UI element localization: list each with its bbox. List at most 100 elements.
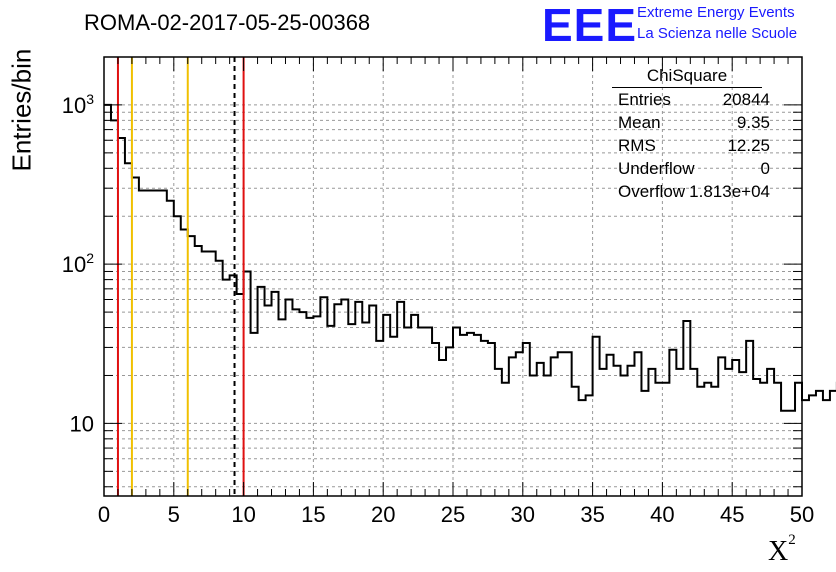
histogram-bin bbox=[502, 383, 509, 496]
histogram-bin bbox=[146, 191, 153, 496]
histogram-bin bbox=[404, 328, 411, 496]
histogram-bin bbox=[718, 357, 725, 496]
histogram-bin bbox=[551, 357, 558, 496]
histogram-bin bbox=[760, 383, 767, 496]
histogram-bin bbox=[565, 352, 572, 496]
histogram-bin bbox=[397, 302, 404, 496]
histogram-bin bbox=[223, 280, 230, 496]
x-tick-label: 0 bbox=[98, 502, 110, 527]
histogram-bin bbox=[634, 352, 641, 496]
stats-value: 12.25 bbox=[727, 136, 770, 155]
histogram-bin bbox=[432, 343, 439, 496]
y-tick-label: 103 bbox=[62, 91, 94, 118]
histogram-bin bbox=[676, 369, 683, 496]
histogram-bin bbox=[348, 324, 355, 496]
histogram-bin bbox=[383, 315, 390, 496]
histogram-bin bbox=[292, 309, 299, 496]
axis-ticks bbox=[103, 57, 803, 496]
brand-line-1: Extreme Energy Events bbox=[637, 4, 795, 21]
histogram-bin bbox=[648, 369, 655, 496]
x-tick-label: 10 bbox=[231, 502, 255, 527]
histogram-bin bbox=[802, 400, 809, 496]
x-tick-label: 20 bbox=[371, 502, 395, 527]
histogram-bin bbox=[453, 328, 460, 496]
stats-value: 20844 bbox=[722, 90, 770, 109]
x-axis-label-exponent: 2 bbox=[788, 531, 796, 548]
histogram-bin bbox=[139, 191, 146, 496]
histogram-bin bbox=[327, 326, 334, 496]
histogram-bin bbox=[704, 383, 711, 496]
stats-key: RMS bbox=[618, 136, 656, 155]
stats-row: Mean 9.35 bbox=[612, 113, 782, 136]
histogram-bin bbox=[202, 252, 209, 496]
histogram-bin bbox=[251, 333, 258, 496]
histogram-bin bbox=[425, 328, 432, 496]
histogram-bin bbox=[809, 395, 816, 496]
histogram-bin bbox=[607, 355, 614, 496]
histogram-outline bbox=[104, 103, 836, 412]
histogram-bin bbox=[537, 363, 544, 496]
y-axis-label: Entries/bin bbox=[6, 48, 37, 172]
histogram-bin bbox=[495, 369, 502, 496]
histogram-bin bbox=[558, 352, 565, 496]
histogram-bin bbox=[655, 383, 662, 496]
histogram-bin bbox=[474, 335, 481, 496]
histogram-bin bbox=[285, 299, 292, 496]
histogram-bin bbox=[265, 306, 272, 496]
stats-row: Entries 20844 bbox=[612, 90, 782, 113]
reference-lines bbox=[116, 57, 245, 496]
histogram-bin bbox=[467, 333, 474, 496]
histogram-bars bbox=[104, 103, 836, 496]
grid-lines bbox=[104, 57, 802, 496]
histogram-bin bbox=[341, 299, 348, 496]
page-title: ROMA-02-2017-05-25-00368 bbox=[84, 10, 371, 35]
histogram-bin bbox=[299, 312, 306, 496]
histogram-bin bbox=[160, 191, 167, 496]
histogram-bin bbox=[683, 321, 690, 496]
histogram-bin bbox=[586, 395, 593, 496]
histogram-bin bbox=[209, 252, 216, 496]
histogram-bin bbox=[530, 375, 537, 496]
x-axis-label: X2 bbox=[768, 532, 796, 568]
histogram-bin bbox=[523, 343, 530, 496]
histogram-bin bbox=[593, 337, 600, 496]
stats-box: ChiSquare Entries 20844 Mean 9.35 RMS 12.25… bbox=[612, 66, 782, 205]
histogram-bin bbox=[258, 287, 265, 496]
histogram-bin bbox=[711, 387, 718, 496]
histogram-bin bbox=[830, 391, 836, 496]
histogram-bin bbox=[376, 341, 383, 496]
histogram-bin bbox=[823, 400, 830, 496]
x-tick-label: 40 bbox=[650, 502, 674, 527]
x-tick-label: 25 bbox=[441, 502, 465, 527]
histogram-bin bbox=[230, 275, 237, 496]
histogram-bin bbox=[732, 360, 739, 496]
histogram-bin bbox=[795, 383, 802, 496]
histogram-bin bbox=[488, 343, 495, 496]
x-tick-label: 45 bbox=[720, 502, 744, 527]
histogram-bin bbox=[579, 400, 586, 496]
histogram-bin bbox=[669, 350, 676, 496]
histogram-bin bbox=[125, 163, 132, 496]
stats-value: 0 bbox=[760, 159, 770, 178]
histogram-bin bbox=[111, 120, 118, 496]
histogram-bin bbox=[697, 387, 704, 496]
brand-line-2: La Scienza nelle Scuole bbox=[637, 25, 798, 42]
histogram-bin bbox=[279, 319, 286, 496]
histogram-bin bbox=[572, 387, 579, 496]
histogram-bin bbox=[167, 201, 174, 496]
histogram-bin bbox=[195, 246, 202, 496]
histogram-bin bbox=[614, 366, 621, 496]
histogram-bin bbox=[621, 375, 628, 496]
histogram-bin bbox=[188, 236, 195, 496]
histogram-bin bbox=[153, 191, 160, 496]
histogram-bin bbox=[132, 178, 139, 496]
histogram-bin bbox=[739, 372, 746, 496]
histogram-bin bbox=[272, 292, 279, 496]
histogram-bin bbox=[725, 369, 732, 496]
eee-logo: EEE bbox=[542, 0, 638, 51]
histogram-bin bbox=[411, 315, 418, 496]
y-tick-label: 102 bbox=[62, 250, 94, 277]
x-tick-label: 35 bbox=[580, 502, 604, 527]
histogram-bin bbox=[600, 369, 607, 496]
